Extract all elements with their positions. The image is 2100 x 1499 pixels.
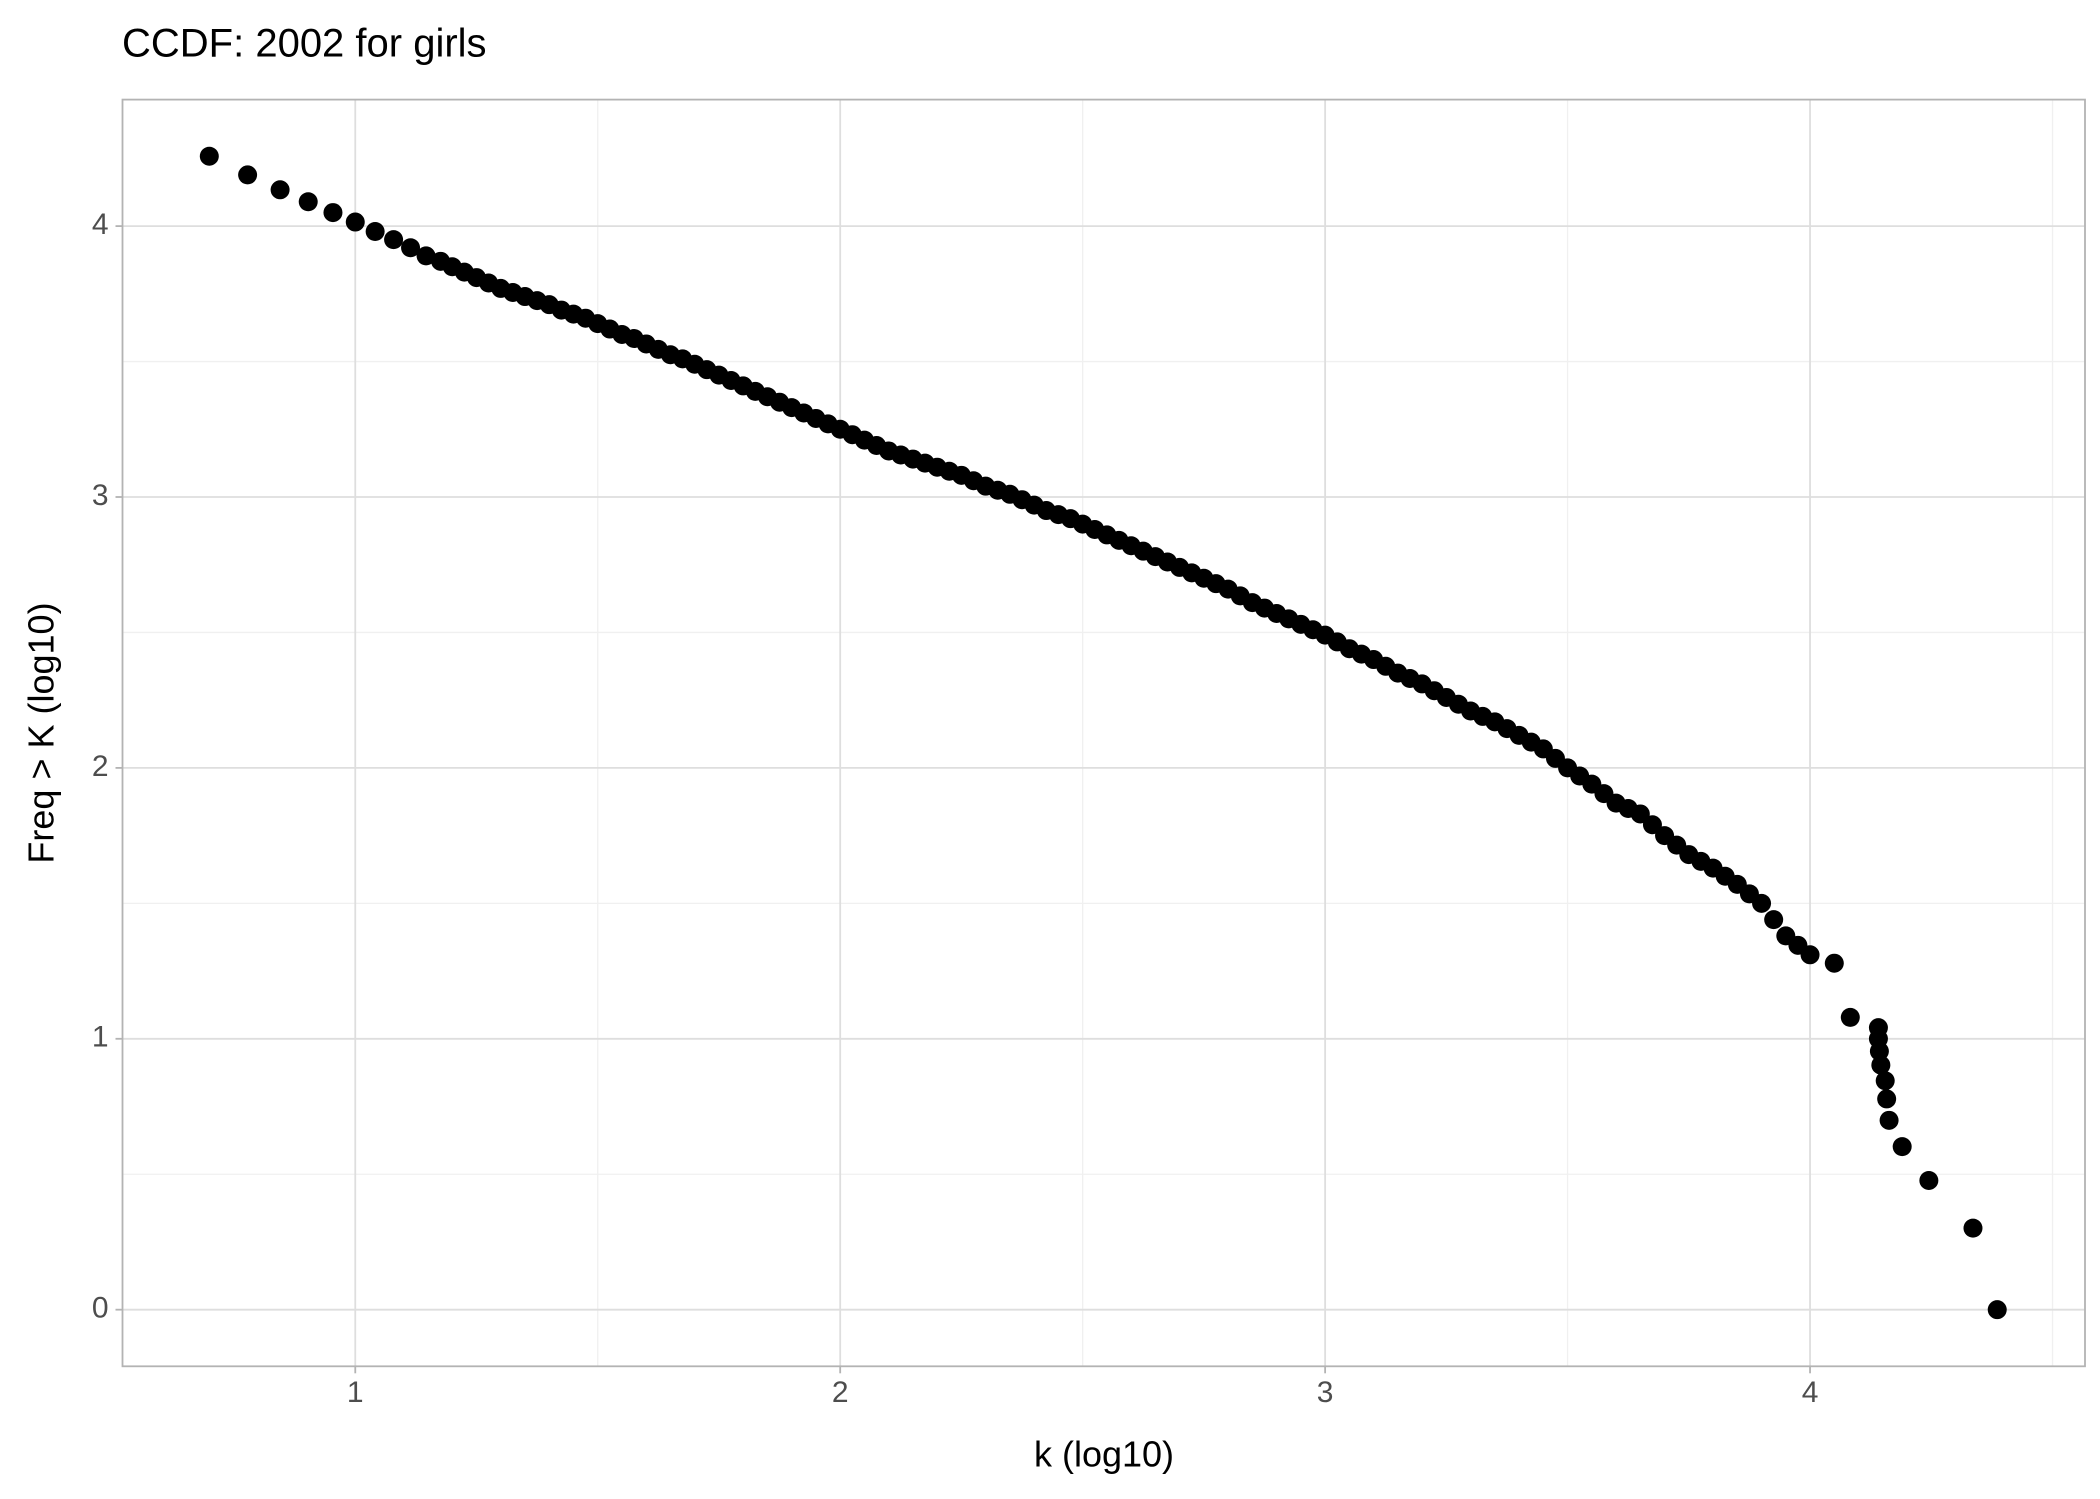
point [1630,804,1650,824]
point [345,212,365,232]
point [1824,953,1844,973]
x-tick-label: 3 [1317,1376,1334,1409]
panel-border [121,98,2086,1368]
point [1840,1007,1860,1027]
point [1871,1055,1891,1075]
y-tick-label: 1 [92,1021,109,1054]
point [1875,1071,1895,1091]
point [365,222,385,242]
point [323,203,343,223]
y-tick-label: 0 [92,1292,109,1325]
x-tick-label: 1 [347,1376,364,1409]
point [1892,1137,1912,1157]
y-tick-label: 3 [92,479,109,512]
point [1879,1110,1899,1130]
y-tick-label: 4 [92,208,109,241]
point [1877,1089,1897,1109]
point [1764,910,1784,930]
point [199,146,219,166]
point [416,246,436,266]
chart-title: CCDF: 2002 for girls [122,22,487,66]
y-axis-title: Freq > K (log10) [21,602,62,863]
point [1987,1300,2007,1320]
point [1800,945,1820,965]
point [1919,1170,1939,1190]
point [238,165,258,185]
point [270,180,290,200]
x-axis-title: k (log10) [1034,1434,1174,1475]
point [298,192,318,212]
point [1963,1218,1983,1238]
y-tick-label: 2 [92,750,109,783]
point [1752,893,1772,913]
x-tick-label: 4 [1802,1376,1819,1409]
point [1642,815,1662,835]
point [384,230,404,250]
x-tick-label: 2 [832,1376,849,1409]
point [401,238,421,258]
point [1869,1041,1889,1061]
